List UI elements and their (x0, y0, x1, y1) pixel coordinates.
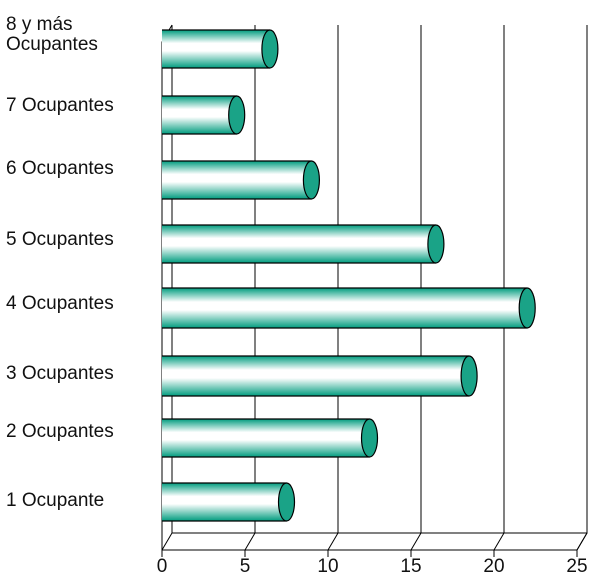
category-labels: 1 Ocupante 2 Ocupantes 3 Ocupantes 4 Ocupan… (6, 14, 114, 511)
bar (162, 224, 445, 264)
category-label-line: 5 Ocupantes (6, 229, 114, 250)
bar-body (162, 288, 528, 328)
category-label: 2 Ocupantes (6, 421, 114, 442)
bar-body (162, 225, 436, 263)
bar-cap (302, 160, 320, 200)
x-tick-label: 5 (240, 556, 251, 574)
bar-cap (261, 29, 279, 69)
category-label: 7 Ocupantes (6, 95, 114, 116)
bar-body (162, 161, 312, 199)
category-label: 4 Ocupantes (6, 293, 114, 314)
category-label-line: 6 Ocupantes (6, 158, 114, 179)
floor-edge (161, 532, 173, 551)
bar-cap (460, 355, 478, 397)
category-label-line: 3 Ocupantes (6, 363, 114, 384)
bar-body (162, 96, 237, 134)
floor-gridline (410, 532, 422, 551)
category-label: 1 Ocupante (6, 490, 104, 511)
x-tick-label: 20 (483, 556, 504, 574)
bar-cap (277, 482, 296, 522)
x-tick-label: 10 (317, 556, 338, 574)
x-tick-label: 0 (157, 556, 168, 574)
bar (162, 418, 379, 458)
bar (162, 160, 320, 200)
floor-gridline (244, 532, 256, 551)
category-label-line: 8 y más (6, 14, 73, 35)
category-label: 3 Ocupantes (6, 363, 114, 384)
x-tick-label: 15 (400, 556, 421, 574)
category-label-line: 4 Ocupantes (6, 293, 114, 314)
bar-body (162, 30, 270, 68)
bar (162, 95, 246, 135)
category-label-line: 7 Ocupantes (6, 95, 114, 116)
bars (162, 29, 536, 522)
bar (162, 355, 478, 397)
bar-cap (427, 224, 445, 264)
bar-cap (228, 95, 246, 135)
bar (162, 29, 279, 69)
category-label-line: 2 Ocupantes (6, 421, 114, 442)
category-label: 6 Ocupantes (6, 158, 114, 179)
floor-gridline (327, 532, 339, 551)
bar (162, 287, 536, 329)
bar-body (162, 419, 370, 457)
bar-cap (360, 418, 379, 458)
gridlines (161, 25, 588, 557)
x-tick-labels: 0 5 10 15 20 25 (157, 556, 588, 574)
category-label-line: Ocupantes (6, 34, 98, 55)
bar-body (162, 356, 470, 396)
x-tick-label: 25 (566, 556, 587, 574)
floor-gridline (493, 532, 505, 551)
category-label-line: 1 Ocupante (6, 490, 104, 511)
category-label: 5 Ocupantes (6, 229, 114, 250)
bar-body (162, 483, 287, 521)
bar-cap (518, 287, 536, 329)
category-label: 8 y más Ocupantes (6, 14, 98, 55)
bar (162, 482, 296, 522)
floor-gridline (576, 532, 588, 551)
